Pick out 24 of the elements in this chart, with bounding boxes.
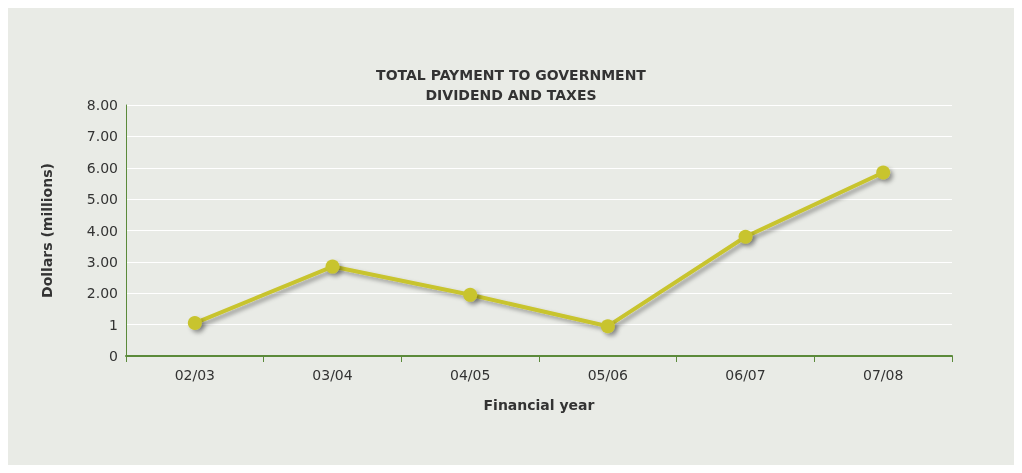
- point: [738, 229, 753, 244]
- y-tick-label: 6.00: [86, 159, 118, 176]
- y-tick-label: 0: [109, 348, 118, 364]
- point: [187, 316, 202, 331]
- point: [600, 319, 615, 334]
- y-tick-label: 8.00: [86, 97, 118, 113]
- y-tick-label: 4.00: [86, 222, 118, 239]
- point: [463, 287, 478, 302]
- y-tick-label: 5.00: [86, 191, 118, 208]
- x-tick-label: 05/06: [587, 367, 629, 383]
- x-tick-label: 04/05: [449, 367, 491, 383]
- y-axis-title: Dollars (millions): [39, 163, 55, 298]
- x-tick-label: 06/07: [725, 367, 766, 383]
- y-tick-label: 1: [109, 316, 118, 333]
- y-tick-label: 7.00: [86, 128, 118, 145]
- x-tick-label: 03/04: [312, 367, 353, 383]
- chart-title: TOTAL PAYMENT TO GOVERNMENT DIVIDEND AND TAXES: [376, 67, 647, 103]
- x-axis-title: Financial year: [483, 397, 595, 413]
- x-tick-label: 02/03: [174, 367, 216, 383]
- y-tick-label: 3.00: [86, 253, 118, 270]
- point: [876, 165, 891, 180]
- point: [325, 259, 340, 274]
- y-tick-label: 2.00: [86, 285, 118, 302]
- x-tick-label: 07/08: [862, 367, 904, 383]
